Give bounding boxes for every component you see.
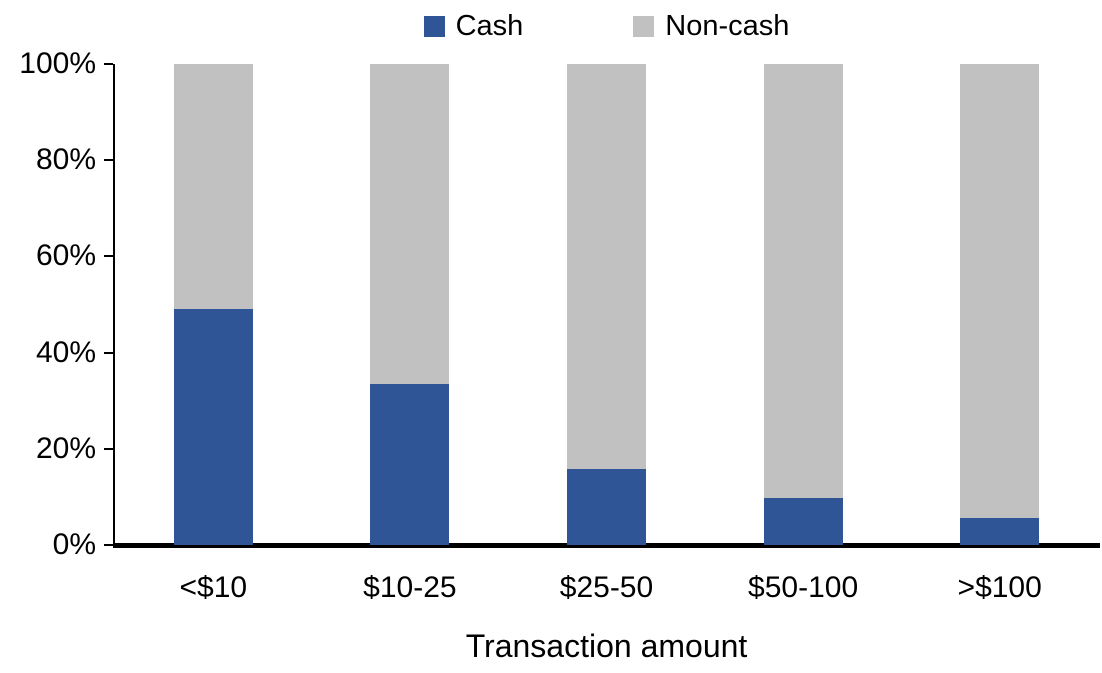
y-axis-tick-label: 60% — [35, 239, 96, 273]
bar-segment-non-cash — [370, 64, 450, 384]
x-axis-category-label: $10-25 — [363, 571, 457, 604]
y-axis-tick — [104, 159, 113, 162]
x-axis-category-label: <$10 — [179, 571, 248, 604]
legend-item-cash: Cash — [423, 10, 524, 43]
bar-segment-non-cash — [960, 64, 1040, 519]
bar-segment-cash — [370, 383, 450, 545]
legend-swatch-icon — [633, 16, 655, 38]
bar-segment-cash — [173, 309, 253, 545]
bar-segment-cash — [763, 497, 843, 545]
y-axis-tick — [104, 255, 113, 258]
y-axis-tick-label: 100% — [19, 47, 96, 80]
x-axis-title: Transaction amount — [465, 628, 748, 664]
y-axis-tick — [104, 63, 113, 65]
y-axis-tick-label: 20% — [35, 431, 96, 465]
y-axis-line — [113, 64, 115, 546]
bar-segment-non-cash — [763, 64, 843, 498]
legend-label: Non-cash — [665, 10, 790, 42]
y-axis-tick — [104, 447, 113, 450]
bar-segment-non-cash — [567, 64, 646, 469]
y-axis-tick-label: 0% — [52, 528, 96, 561]
bar-segment-cash — [960, 518, 1040, 545]
y-axis-tick — [104, 544, 113, 546]
x-axis-category-label: $25-50 — [559, 571, 654, 604]
legend-swatch-icon — [423, 16, 445, 38]
legend-label: Cash — [455, 10, 524, 42]
y-axis-tick-label: 80% — [35, 143, 96, 177]
y-axis-tick — [104, 351, 113, 354]
y-axis-tick-label: 40% — [35, 335, 96, 369]
x-axis-category-label: >$100 — [957, 571, 1042, 604]
legend-item-non-cash: Non-cash — [633, 10, 790, 43]
x-axis-line — [113, 543, 1100, 548]
x-axis-category-label: $50-100 — [748, 571, 859, 604]
bar-segment-non-cash — [173, 64, 253, 310]
chart-legend: Cash Non-cash — [115, 10, 1098, 43]
bar-segment-cash — [567, 469, 646, 545]
